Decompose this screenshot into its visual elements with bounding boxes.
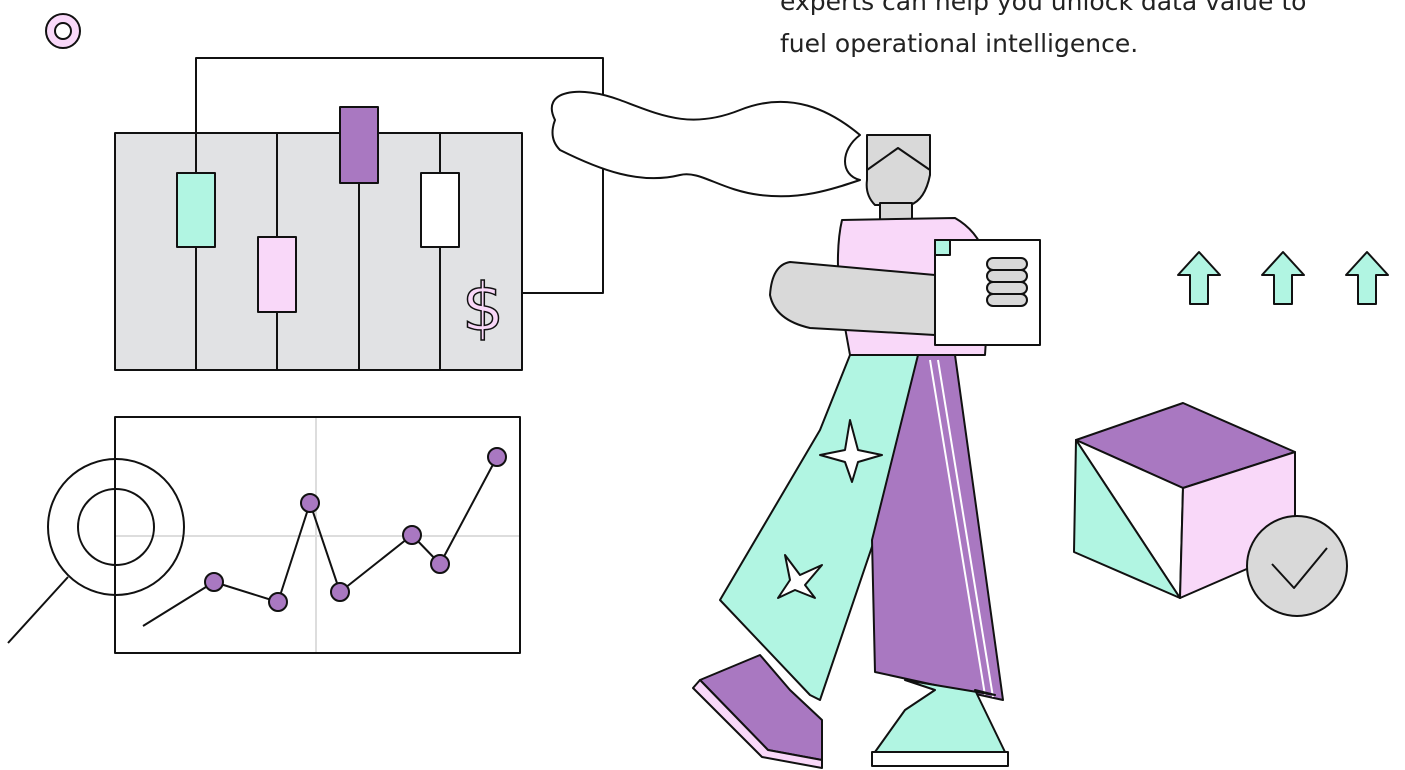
illustration-page: experts can help you unlock data value t… bbox=[0, 0, 1405, 770]
up-arrows bbox=[1178, 252, 1388, 304]
dollar-icon: $ bbox=[462, 269, 504, 346]
candlestick-panel: $ bbox=[115, 107, 522, 370]
paragraph-line: experts can help you unlock data value t… bbox=[780, 0, 1306, 16]
cube-icon bbox=[1074, 403, 1347, 616]
person bbox=[552, 92, 1040, 768]
paragraph-line: fuel operational intelligence. bbox=[780, 29, 1138, 58]
line-chart-illustration bbox=[115, 417, 520, 653]
target-icon bbox=[46, 14, 80, 48]
